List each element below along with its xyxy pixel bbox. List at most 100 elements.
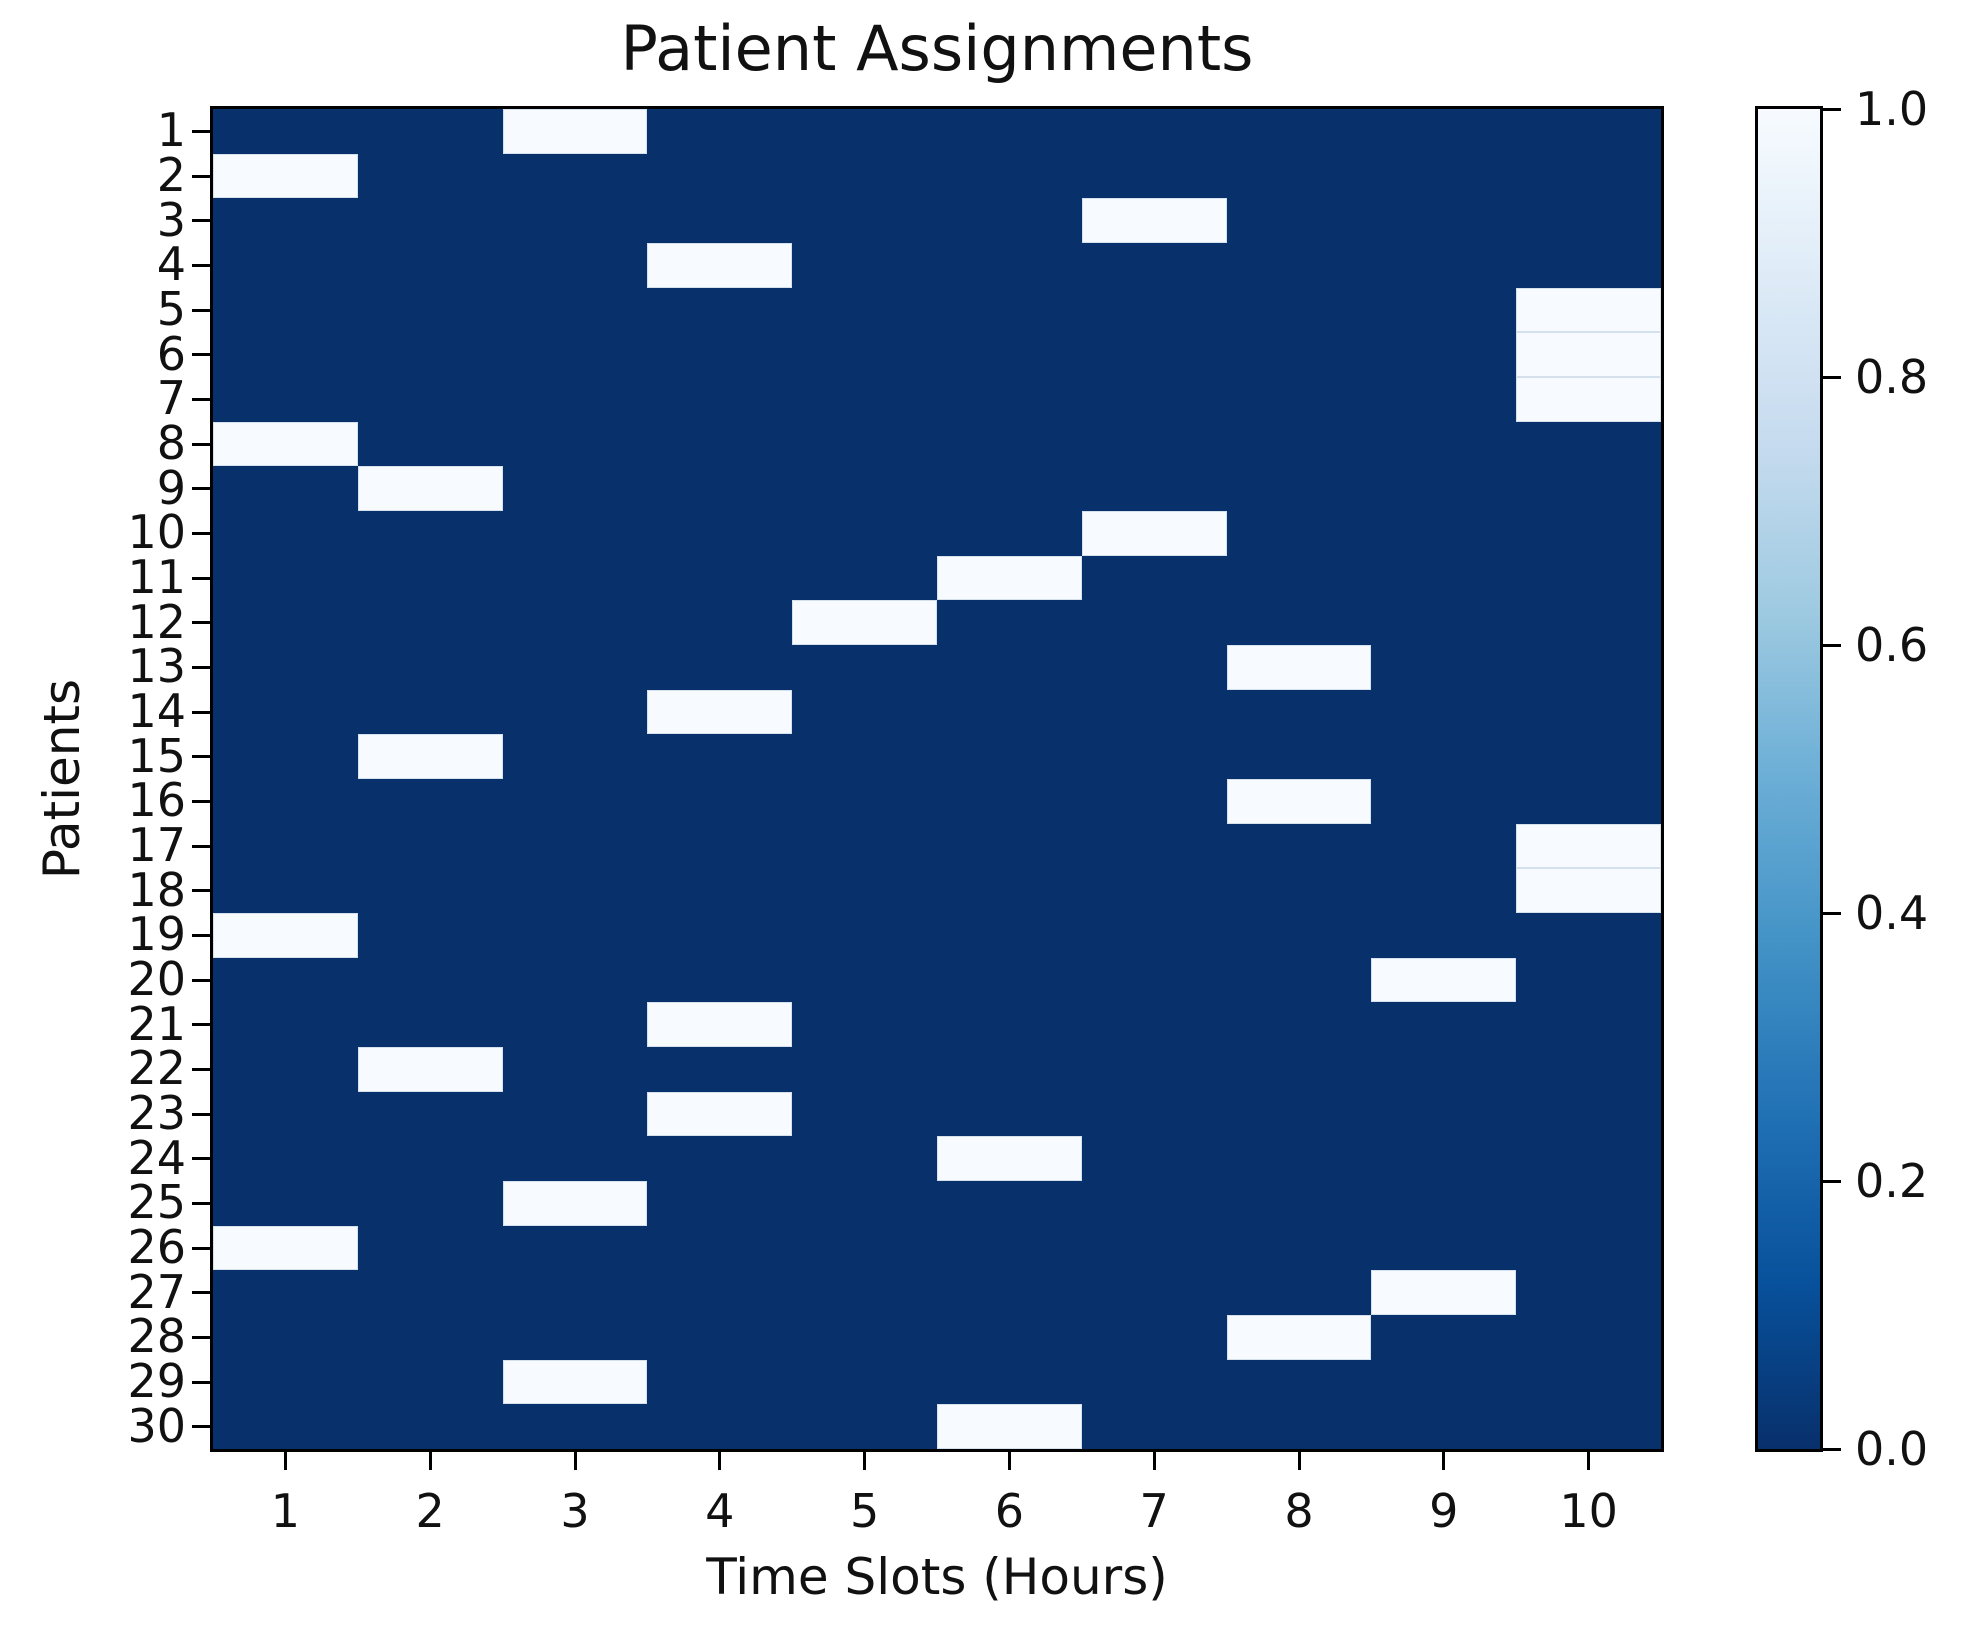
y-axis-tick	[192, 353, 210, 357]
y-axis-tick-label: 14	[127, 683, 186, 738]
y-axis-tick	[192, 1335, 210, 1339]
y-axis-tick-label: 13	[127, 639, 186, 694]
colorbar-tick	[1823, 107, 1841, 111]
y-axis-tick	[192, 1201, 210, 1205]
y-axis-tick	[192, 129, 210, 133]
y-axis-tick	[192, 576, 210, 580]
y-axis-tick-label: 30	[127, 1398, 186, 1453]
y-axis-tick	[192, 1112, 210, 1116]
y-axis-tick-label: 15	[127, 728, 186, 783]
heatmap-cell-patient-7-slot-10	[1516, 377, 1661, 422]
colorbar-tick	[1823, 911, 1841, 915]
y-axis-tick-label: 11	[127, 549, 186, 604]
heatmap-cell-patient-17-slot-10	[1516, 823, 1661, 869]
heatmap-cell-patient-12-slot-5	[792, 600, 937, 645]
y-axis-tick	[192, 621, 210, 625]
y-axis-tick	[192, 397, 210, 401]
y-axis-tick	[192, 665, 210, 669]
x-axis-tick	[1152, 1452, 1156, 1470]
heatmap-cell-patient-28-slot-8	[1226, 1315, 1372, 1360]
x-axis-tick-label: 5	[849, 1484, 880, 1538]
y-axis-tick-label: 9	[156, 460, 186, 515]
heatmap-cell-patient-19-slot-1	[213, 913, 358, 958]
x-axis-tick	[863, 1452, 867, 1470]
y-axis-title: Patients	[33, 678, 91, 880]
y-axis-tick	[192, 710, 210, 714]
heatmap-cell-patient-14-slot-4	[647, 689, 793, 735]
y-axis-tick-label: 17	[127, 817, 186, 872]
y-axis-tick-label: 28	[127, 1309, 186, 1364]
y-axis-tick	[192, 933, 210, 937]
y-axis-tick	[192, 1425, 210, 1429]
colorbar-tick	[1823, 1447, 1841, 1451]
heatmap-cell-patient-10-slot-7	[1081, 511, 1227, 556]
y-axis-tick	[192, 487, 210, 491]
y-axis-tick-label: 5	[156, 281, 186, 336]
heatmap-cell-patient-25-slot-3	[502, 1181, 648, 1226]
x-axis-tick	[718, 1452, 722, 1470]
y-axis-tick-label: 27	[127, 1264, 186, 1319]
x-axis-tick-label: 1	[270, 1484, 301, 1538]
y-axis-tick-label: 16	[127, 773, 186, 828]
heatmap-cell-patient-2-slot-1	[213, 153, 358, 199]
heatmap-cell-patient-16-slot-8	[1226, 779, 1372, 824]
x-axis-tick	[428, 1452, 432, 1470]
y-axis-tick-label: 3	[156, 192, 186, 247]
y-axis-tick	[192, 219, 210, 223]
y-axis-tick-label: 22	[127, 1041, 186, 1096]
colorbar-tick-label: 0.2	[1855, 1154, 1929, 1208]
heatmap-cell-patient-29-slot-3	[502, 1359, 648, 1405]
y-axis-tick-label: 18	[127, 862, 186, 917]
heatmap-cell-patient-27-slot-9	[1371, 1270, 1517, 1315]
x-axis-tick	[573, 1452, 577, 1470]
x-axis-title: Time Slots (Hours)	[706, 1548, 1168, 1606]
y-axis-tick	[192, 978, 210, 982]
y-axis-tick	[192, 755, 210, 759]
x-axis-tick-label: 2	[415, 1484, 445, 1538]
x-axis-tick	[1442, 1452, 1446, 1470]
y-axis-tick	[192, 174, 210, 178]
y-axis-tick	[192, 799, 210, 803]
heatmap-plot	[210, 106, 1664, 1452]
y-axis-tick-label: 23	[127, 1085, 186, 1140]
colorbar-tick	[1823, 375, 1841, 379]
y-axis-tick-label: 7	[156, 371, 186, 426]
y-axis-tick-label: 29	[127, 1353, 186, 1408]
heatmap-cell-patient-15-slot-2	[357, 734, 503, 779]
x-axis-tick-label: 8	[1284, 1484, 1314, 1538]
y-axis-tick	[192, 1023, 210, 1027]
heatmap-cell-patient-11-slot-6	[937, 555, 1082, 601]
heatmap-cell-patient-4-slot-4	[647, 243, 793, 288]
heatmap-cell-patient-1-slot-3	[502, 109, 648, 154]
y-axis-tick-label: 24	[127, 1130, 186, 1185]
y-axis-tick	[192, 1157, 210, 1161]
heatmap-cell-patient-5-slot-10	[1516, 287, 1661, 333]
heatmap-cell-patient-24-slot-6	[937, 1136, 1082, 1181]
y-axis-tick-label: 20	[127, 951, 186, 1006]
y-axis-tick-label: 2	[156, 147, 186, 202]
x-axis-tick-label: 6	[994, 1484, 1025, 1538]
y-axis-tick	[192, 263, 210, 267]
colorbar-tick	[1823, 643, 1841, 647]
chart-title: Patient Assignments	[620, 12, 1254, 85]
y-axis-tick-label: 4	[156, 237, 186, 292]
y-axis-tick	[192, 1067, 210, 1071]
x-axis-tick-label: 9	[1429, 1484, 1459, 1538]
x-axis-tick	[1587, 1452, 1591, 1470]
x-axis-tick	[283, 1452, 287, 1470]
x-axis-tick-label: 4	[705, 1484, 735, 1538]
heatmap-cell-patient-23-slot-4	[647, 1091, 793, 1137]
x-axis-tick-label: 7	[1139, 1484, 1169, 1538]
heatmap-cell-patient-20-slot-9	[1371, 957, 1517, 1003]
colorbar-tick-label: 1.0	[1855, 82, 1929, 136]
heatmap-cell-patient-6-slot-10	[1516, 332, 1661, 377]
heatmap-cell-patient-30-slot-6	[937, 1404, 1082, 1449]
x-axis-tick	[1007, 1452, 1011, 1470]
y-axis-tick-label: 26	[127, 1219, 186, 1274]
colorbar-tick-label: 0.8	[1855, 350, 1929, 404]
y-axis-tick	[192, 1291, 210, 1295]
heatmap-cell-patient-18-slot-10	[1516, 868, 1661, 913]
y-axis-tick	[192, 1380, 210, 1384]
y-axis-tick	[192, 442, 210, 446]
